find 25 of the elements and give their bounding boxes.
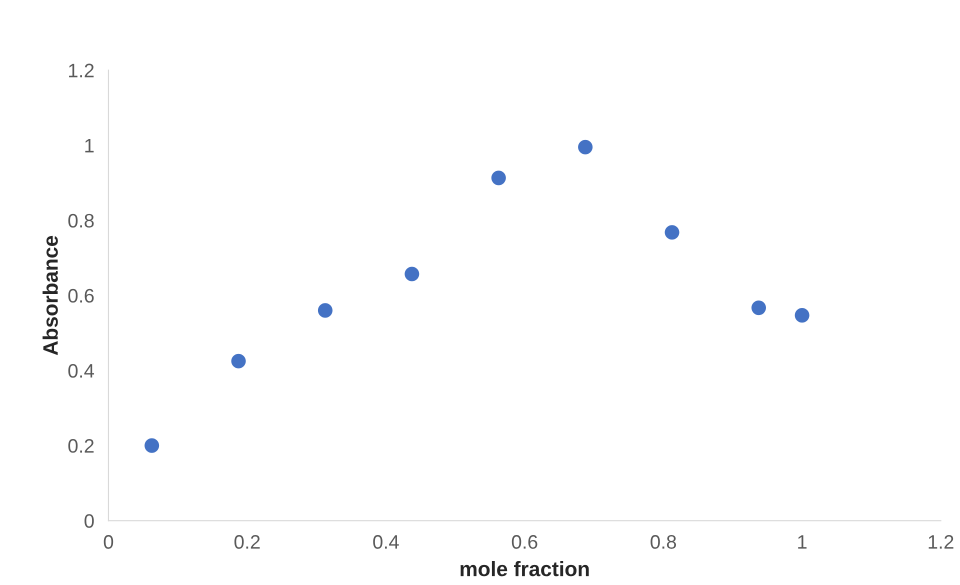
point <box>664 225 680 240</box>
x-tick-label: 1.2 <box>928 535 954 549</box>
y-tick-label: 0.4 <box>68 364 94 378</box>
point <box>144 438 160 453</box>
x-tick-label: 0.4 <box>373 535 399 549</box>
y-tick-label: 1.2 <box>69 64 94 78</box>
y-tick-label: 1 <box>85 138 94 152</box>
point <box>578 140 593 154</box>
point <box>751 300 766 316</box>
point <box>491 170 506 186</box>
y-tick-label: 0.2 <box>68 439 94 453</box>
y-tick-label: 0.6 <box>68 288 94 303</box>
point <box>794 308 810 323</box>
x-axis-title: mole fraction <box>460 561 589 576</box>
y-tick-label: 0.8 <box>68 214 94 228</box>
x-tick-label: 1 <box>798 535 807 549</box>
y-tick-label: 0 <box>84 514 94 528</box>
x-tick-label: 0 <box>104 535 114 549</box>
x-tick-label: 0.6 <box>512 535 538 549</box>
y-axis-title: Absorbance <box>42 236 58 356</box>
point <box>404 266 420 282</box>
x-tick-label: 0.2 <box>234 535 260 549</box>
point <box>231 354 246 368</box>
x-tick-label: 0.8 <box>650 535 676 549</box>
point <box>318 303 333 318</box>
